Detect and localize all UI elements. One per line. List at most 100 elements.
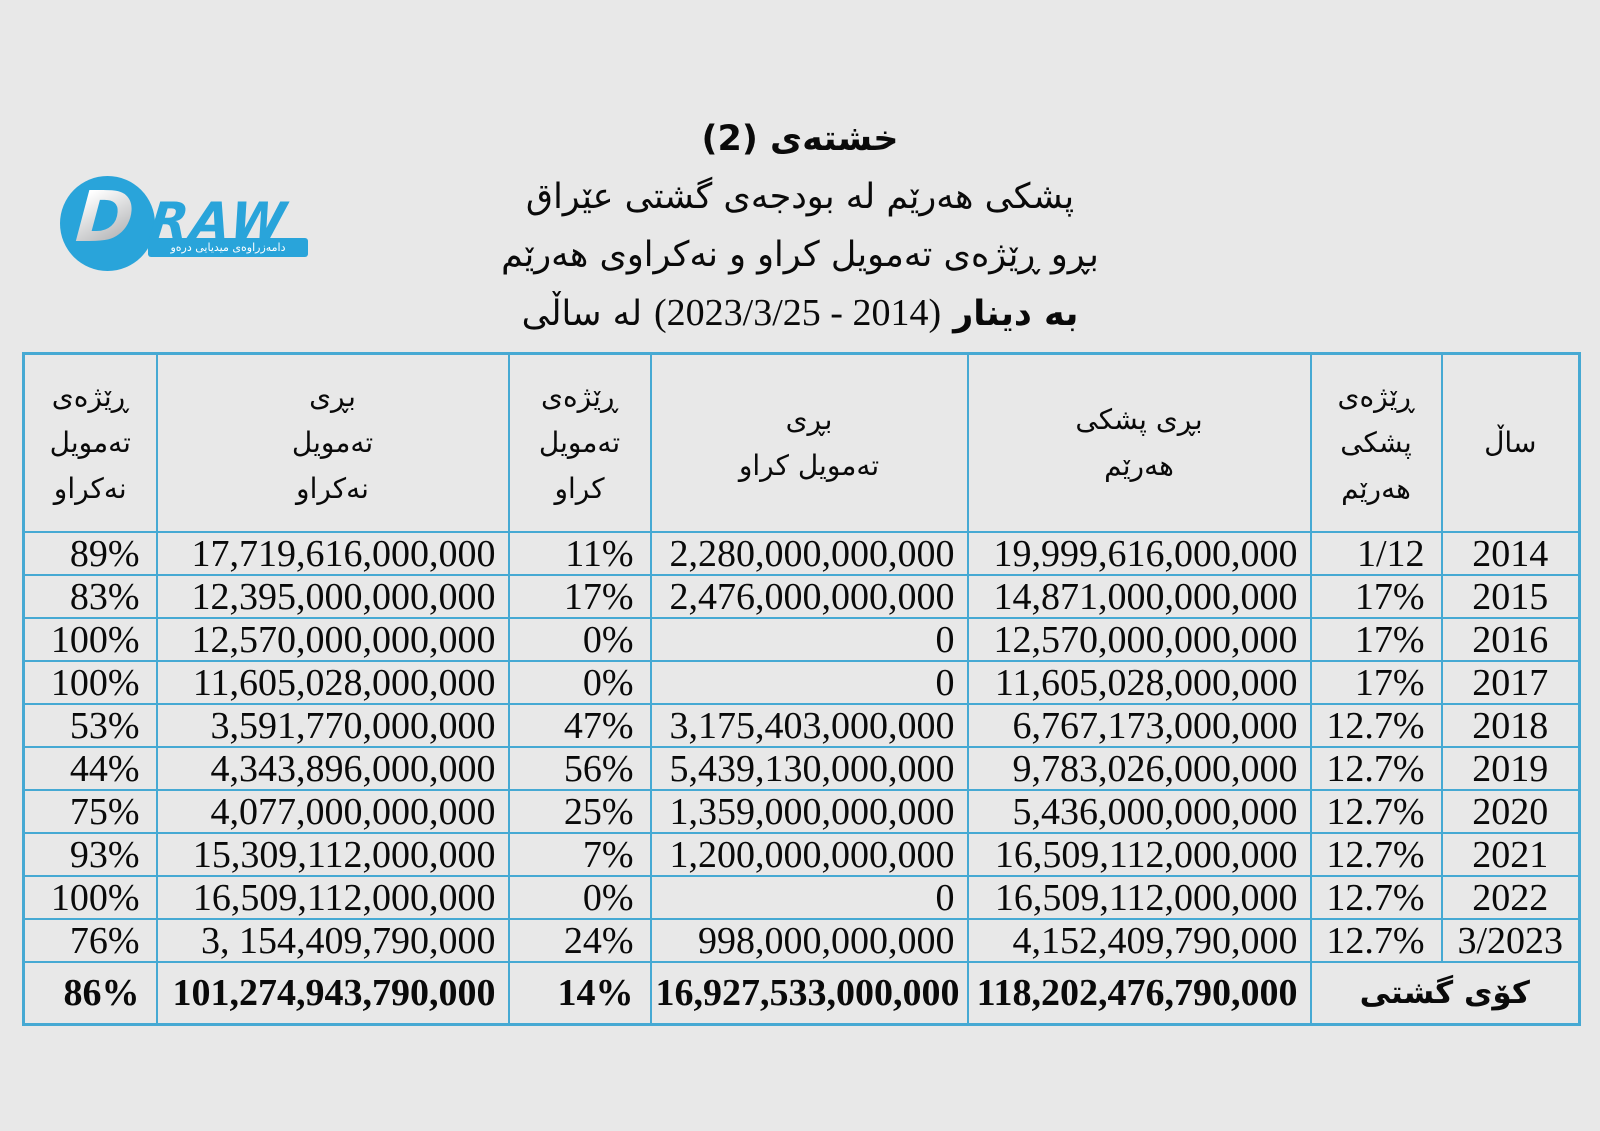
- cell-pct-funded: 47%: [507, 703, 652, 748]
- draw-logo-circle-icon: [60, 176, 155, 271]
- title-line-4-years: (2023/3/25 - 2014): [654, 292, 942, 334]
- title-line-1: خشتەی (2): [701, 119, 899, 159]
- cell-pct-share: 1/12: [1309, 531, 1443, 576]
- cell-pct-share: 17%: [1309, 660, 1443, 705]
- cell-amt-funded: 2,476,000,000,000: [649, 574, 969, 619]
- cell-year: 2017: [1440, 660, 1581, 705]
- header-year: ساڵ: [1440, 352, 1581, 533]
- header-pct-unfunded: ڕێژەی تەمویل نەکراو: [22, 352, 158, 533]
- cell-amt-share: 11,605,028,000,000: [966, 660, 1312, 705]
- cell-pct-unfunded: 44%: [22, 746, 158, 791]
- cell-amt-funded: 1,359,000,000,000: [649, 789, 969, 834]
- table-row-2019: 44% 4,343,896,000,000 56% 5,439,130,000,…: [22, 746, 1581, 791]
- cell-year: 2021: [1440, 832, 1581, 877]
- table-title-block: خشتەی (2) پشکی هەرێم لە بودجەی گشتی عێرا…: [0, 110, 1600, 343]
- cell-pct-funded: 25%: [507, 789, 652, 834]
- cell-amt-unfunded: 16,509,112,000,000: [155, 875, 510, 920]
- table-row-2016: 100% 12,570,000,000,000 0% 0 12,570,000,…: [22, 617, 1581, 662]
- cell-pct-funded: 17%: [507, 574, 652, 619]
- total-label: کۆی گشتی: [1309, 961, 1581, 1026]
- draw-logo: D RAW دامەزراوەی میدیایی درەو: [58, 170, 318, 280]
- header-amt-share: بڕی پشکی هەرێم: [966, 352, 1312, 533]
- cell-year: 2018: [1440, 703, 1581, 748]
- cell-amt-funded: 3,175,403,000,000: [649, 703, 969, 748]
- total-amt-share: 118,202,476,790,000: [966, 961, 1312, 1026]
- header-amt-unfunded: بڕی تەمویل نەکراو: [155, 352, 510, 533]
- table-row-2020: 75% 4,077,000,000,000 25% 1,359,000,000,…: [22, 789, 1581, 834]
- cell-pct-unfunded: 83%: [22, 574, 158, 619]
- cell-pct-funded: 56%: [507, 746, 652, 791]
- total-pct-funded: 14%: [507, 961, 652, 1026]
- cell-amt-funded: 998,000,000,000: [649, 918, 969, 963]
- cell-pct-share: 12.7%: [1309, 703, 1443, 748]
- cell-pct-unfunded: 89%: [22, 531, 158, 576]
- cell-amt-share: 14,871,000,000,000: [966, 574, 1312, 619]
- cell-year: 2022: [1440, 875, 1581, 920]
- total-amt-funded: 16,927,533,000,000: [649, 961, 969, 1026]
- cell-amt-share: 12,570,000,000,000: [966, 617, 1312, 662]
- cell-amt-share: 9,783,026,000,000: [966, 746, 1312, 791]
- cell-pct-share: 12.7%: [1309, 875, 1443, 920]
- cell-amt-funded: 0: [649, 875, 969, 920]
- cell-amt-unfunded: 12,570,000,000,000: [155, 617, 510, 662]
- header-row: ڕێژەی تەمویل نەکراو بڕی تەمویل نەکراو ڕێ…: [22, 352, 1581, 533]
- cell-amt-unfunded: 12,395,000,000,000: [155, 574, 510, 619]
- cell-amt-share: 5,436,000,000,000: [966, 789, 1312, 834]
- cell-year: 2020: [1440, 789, 1581, 834]
- title-line-4: لە ساڵی (2023/3/25 - 2014) بە دینار: [0, 284, 1600, 343]
- cell-amt-share: 6,767,173,000,000: [966, 703, 1312, 748]
- cell-year: 2015: [1440, 574, 1581, 619]
- title-line-4-suffix: بە دینار: [953, 294, 1079, 334]
- cell-amt-funded: 2,280,000,000,000: [649, 531, 969, 576]
- cell-pct-share: 12.7%: [1309, 918, 1443, 963]
- table-row-2021: 93% 15,309,112,000,000 7% 1,200,000,000,…: [22, 832, 1581, 877]
- cell-pct-funded: 7%: [507, 832, 652, 877]
- cell-pct-share: 12.7%: [1309, 832, 1443, 877]
- cell-year: 2014: [1440, 531, 1581, 576]
- cell-amt-share: 16,509,112,000,000: [966, 832, 1312, 877]
- header-amt-funded: بڕی تەمویل کراو: [649, 352, 969, 533]
- cell-amt-unfunded: 17,719,616,000,000: [155, 531, 510, 576]
- table-row-2015: 83% 12,395,000,000,000 17% 2,476,000,000…: [22, 574, 1581, 619]
- table-total-row: 86% 101,274,943,790,000 14% 16,927,533,0…: [22, 961, 1581, 1026]
- cell-amt-unfunded: 3,591,770,000,000: [155, 703, 510, 748]
- cell-amt-unfunded: 4,343,896,000,000: [155, 746, 510, 791]
- cell-pct-funded: 0%: [507, 617, 652, 662]
- cell-amt-share: 16,509,112,000,000: [966, 875, 1312, 920]
- cell-pct-funded: 11%: [507, 531, 652, 576]
- cell-pct-share: 17%: [1309, 617, 1443, 662]
- cell-pct-funded: 0%: [507, 875, 652, 920]
- cell-amt-funded: 0: [649, 617, 969, 662]
- table-row-2014: 89% 17,719,616,000,000 11% 2,280,000,000…: [22, 531, 1581, 576]
- total-pct-unfunded: 86%: [22, 961, 158, 1026]
- title-line-4-prefix: لە ساڵی: [521, 294, 643, 334]
- header-pct-share: ڕێژەی پشکی هەرێم: [1309, 352, 1443, 533]
- cell-pct-unfunded: 76%: [22, 918, 158, 963]
- title-line-2: پشکی هەرێم لە بودجەی گشتی عێراق: [525, 177, 1075, 217]
- total-amt-unfunded: 101,274,943,790,000: [155, 961, 510, 1026]
- cell-amt-share: 4,152,409,790,000: [966, 918, 1312, 963]
- cell-pct-unfunded: 53%: [22, 703, 158, 748]
- cell-pct-unfunded: 75%: [22, 789, 158, 834]
- cell-amt-unfunded: 15,309,112,000,000: [155, 832, 510, 877]
- cell-amt-unfunded: 11,605,028,000,000: [155, 660, 510, 705]
- cell-year: 2016: [1440, 617, 1581, 662]
- cell-pct-share: 12.7%: [1309, 746, 1443, 791]
- cell-amt-unfunded: 4,077,000,000,000: [155, 789, 510, 834]
- header-pct-funded: ڕێژەی تەمویل کراو: [507, 352, 652, 533]
- table-row-2022: 100% 16,509,112,000,000 0% 0 16,509,112,…: [22, 875, 1581, 920]
- cell-pct-share: 12.7%: [1309, 789, 1443, 834]
- cell-pct-funded: 0%: [507, 660, 652, 705]
- title-line-3: بڕو ڕێژەی تەمویل کراو و نەکراوی هەرێم: [501, 235, 1099, 275]
- cell-pct-funded: 24%: [507, 918, 652, 963]
- cell-pct-unfunded: 100%: [22, 875, 158, 920]
- cell-amt-funded: 5,439,130,000,000: [649, 746, 969, 791]
- cell-amt-funded: 1,200,000,000,000: [649, 832, 969, 877]
- budget-table: ڕێژەی تەمویل نەکراو بڕی تەمویل نەکراو ڕێ…: [22, 352, 1581, 1026]
- cell-pct-unfunded: 93%: [22, 832, 158, 877]
- cell-amt-share: 19,999,616,000,000: [966, 531, 1312, 576]
- cell-amt-unfunded: 3, 154,409,790,000: [155, 918, 510, 963]
- table-row-2023: 76% 3, 154,409,790,000 24% 998,000,000,0…: [22, 918, 1581, 963]
- draw-logo-banner: دامەزراوەی میدیایی درەو: [148, 238, 308, 257]
